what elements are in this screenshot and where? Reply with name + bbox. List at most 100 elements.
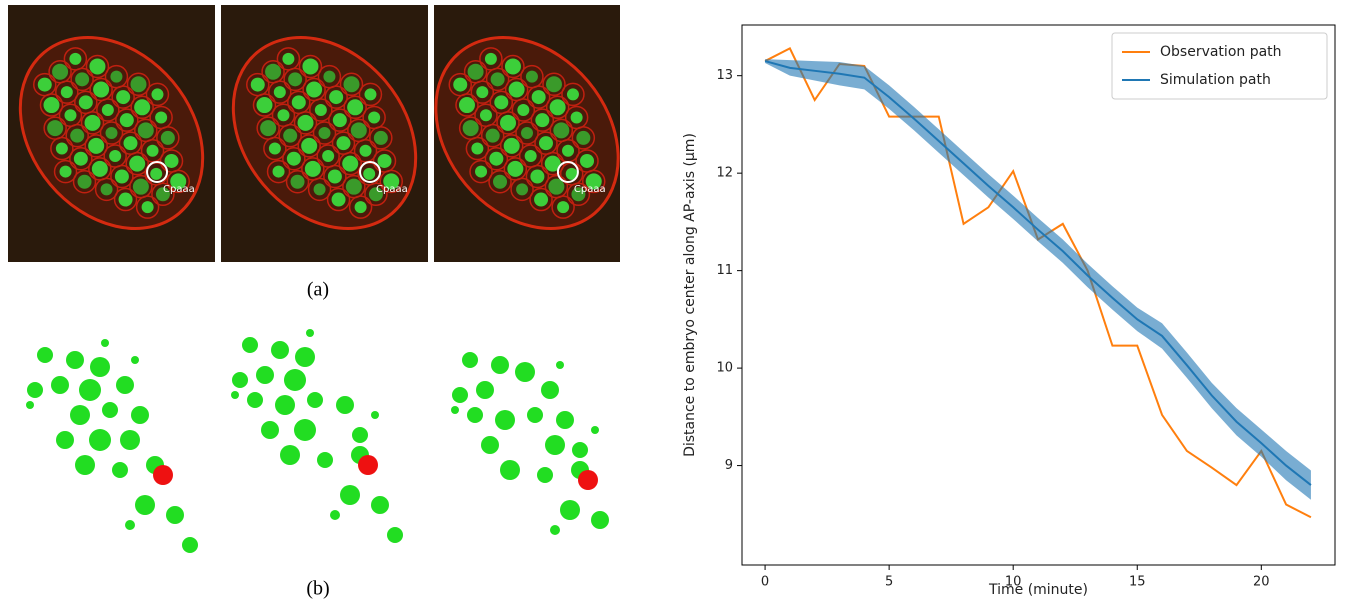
nucleus [548,178,565,195]
cell-wall [283,67,307,92]
cell-wall [343,95,367,120]
cell-wall [145,82,170,107]
nucleus [347,99,364,116]
nucleus [373,130,388,145]
cell-dot [116,376,134,394]
nucleus [290,174,305,189]
nucleus [521,127,533,139]
cell-dot [125,520,135,530]
nucleus [301,137,318,154]
cell-wall [110,164,134,189]
nucleus [453,77,468,92]
cell-dot [247,392,263,408]
nucleus [565,167,578,180]
y-tick-label: 11 [716,263,733,278]
nucleus [500,114,517,131]
cell-dot [371,411,379,419]
cell-label: Cpaaa [376,184,408,195]
cell-dot [591,426,599,434]
cell-wall [501,54,525,79]
cell-dot [56,431,74,449]
nucleus [570,111,583,124]
nucleus [69,52,82,65]
cell-wall [297,134,321,158]
nucleus [155,111,168,124]
nucleus [359,144,372,157]
nucleus [43,97,60,114]
cell-wall [484,146,509,171]
cell-dot [307,392,323,408]
cell-wall [94,177,119,202]
nucleus [318,127,331,139]
cell-dot [550,525,560,535]
nucleus [288,72,303,87]
cell-wall [581,169,606,194]
nucleus [314,103,327,116]
nucleus [544,155,561,172]
nucleus [368,111,381,124]
cell-wall [166,169,190,194]
cell-dot [271,341,289,359]
highlight [556,161,579,183]
nucleus [557,201,570,214]
cell-wall [80,111,105,135]
nucleus [571,187,586,202]
cell-wall [39,93,64,117]
cell-dot [27,382,43,398]
cell-wall [50,136,74,161]
nucleus [155,187,170,202]
cell-dot [89,429,111,451]
nucleus [306,81,323,98]
cell-wall [525,164,550,189]
cell-wall [488,169,512,194]
nucleus [146,144,159,157]
cell-wall [309,98,333,122]
nucleus [476,86,489,99]
cell-wall [69,146,93,171]
cell-dot [166,506,184,524]
cell-wall [156,126,180,150]
cell-dot [37,347,53,363]
nucleus [105,127,118,139]
cell-dot [295,347,315,367]
cell-wall [526,85,551,109]
cell-dot [51,376,69,394]
cell-wall [53,159,78,184]
cell-dot [242,337,258,353]
nucleus [535,113,550,128]
cell-wall [455,93,479,117]
cell-wall [566,182,591,207]
nucleus [250,77,265,92]
legend-label: Observation path [1160,44,1282,60]
cell-label: Cpaaa [574,184,606,195]
x-tick-label: 10 [1005,575,1022,590]
nucleus [368,187,383,202]
cell-wall [339,72,364,97]
nucleus [566,88,579,101]
cell-wall [65,123,89,148]
cell-dot [102,402,118,418]
cell-wall [115,108,139,132]
nucleus [304,160,321,177]
highlight [359,161,382,183]
cell-dot [467,407,483,423]
nucleus [291,95,306,110]
nucleus [525,70,538,83]
cell-dot [261,421,279,439]
cell-wall [353,139,378,163]
nucleus [151,88,164,101]
nucleus [170,173,187,190]
cell-dot [135,495,155,515]
confidence-band [765,59,1311,500]
nucleus [55,142,68,155]
nucleus [272,165,285,178]
nucleus [164,153,179,168]
cell-wall [470,80,495,104]
nucleus [277,109,290,122]
cell-dot [232,372,248,388]
cell-dot [515,362,535,382]
cell-dot [481,436,499,454]
nucleus [141,201,154,214]
